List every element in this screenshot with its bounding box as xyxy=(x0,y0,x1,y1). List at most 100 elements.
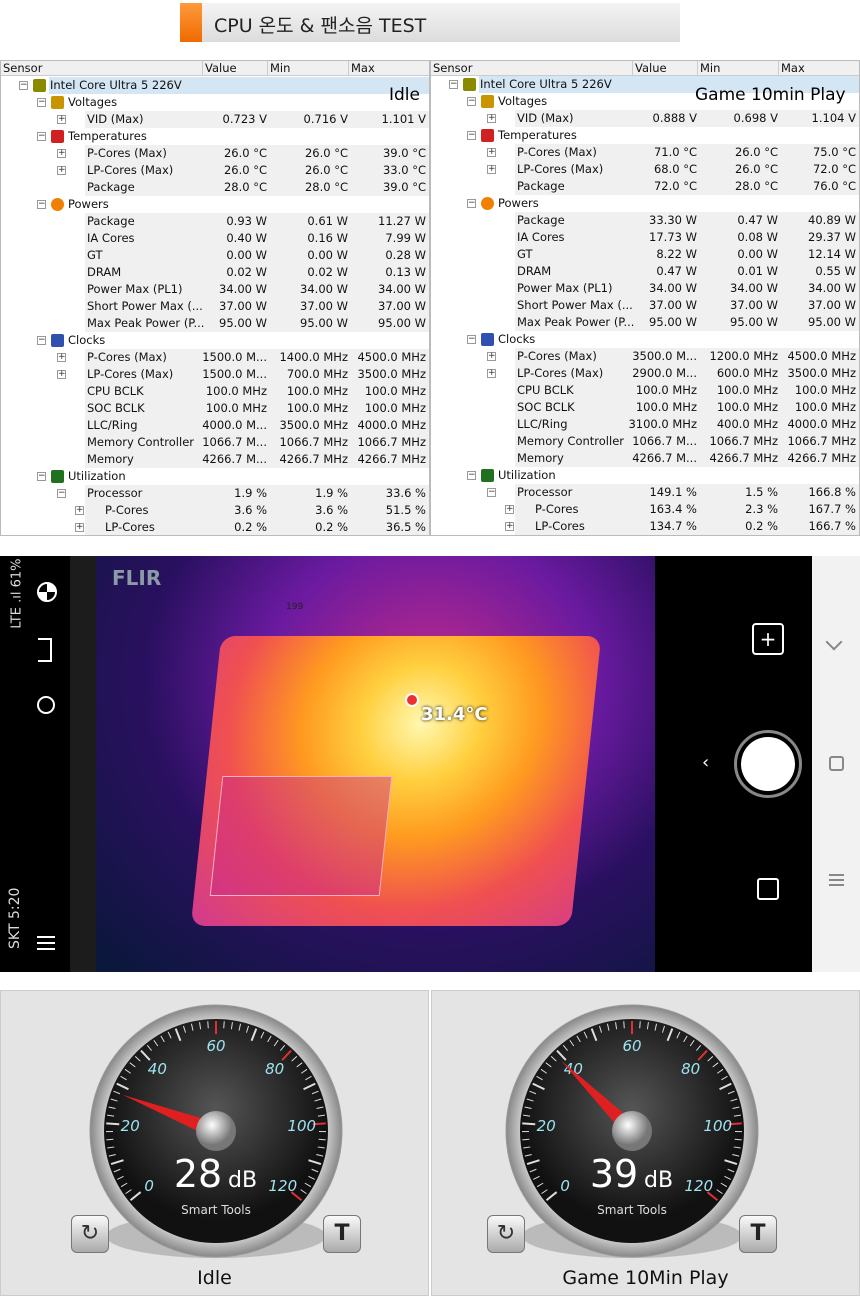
spot-meter-icon[interactable] xyxy=(37,696,55,714)
sensor-row[interactable]: + VID (Max) 0.888 V 0.698 V 1.104 V xyxy=(431,110,859,127)
column-header-max[interactable]: Max xyxy=(349,61,429,76)
shutter-button[interactable] xyxy=(734,730,802,798)
menu-icon[interactable] xyxy=(37,936,55,950)
sensor-row[interactable]: + P-Cores 3.6 % 3.6 % 51.5 % xyxy=(1,502,429,519)
expand-toggle[interactable]: + xyxy=(75,522,84,532)
expand-toggle[interactable]: − xyxy=(37,335,46,345)
sensor-row[interactable]: SOC BCLK 100.0 MHz 100.0 MHz 100.0 MHz xyxy=(1,400,429,417)
ruler-icon[interactable] xyxy=(38,638,52,662)
sensor-row[interactable]: Package 28.0 °C 28.0 °C 39.0 °C xyxy=(1,179,429,196)
column-header-sensor[interactable]: Sensor xyxy=(1,61,203,76)
sensor-row[interactable]: DRAM 0.47 W 0.01 W 0.55 W xyxy=(431,263,859,280)
column-header-min[interactable]: Min xyxy=(698,61,779,76)
expand-toggle[interactable]: − xyxy=(467,334,476,344)
sensor-row[interactable]: + P-Cores (Max) 26.0 °C 26.0 °C 39.0 °C xyxy=(1,145,429,162)
sensor-row[interactable]: Short Power Max (... 37.00 W 37.00 W 37.00 … xyxy=(1,298,429,315)
expand-toggle[interactable]: − xyxy=(37,97,46,107)
sensor-group[interactable]: − Temperatures xyxy=(431,127,859,144)
sensor-group[interactable]: − Utilization xyxy=(431,467,859,484)
sensor-row[interactable]: Max Peak Power (P... 95.00 W 95.00 W 95.00 … xyxy=(431,314,859,331)
recents-icon[interactable] xyxy=(829,874,844,886)
sensor-row[interactable]: CPU BCLK 100.0 MHz 100.0 MHz 100.0 MHz xyxy=(431,382,859,399)
sensor-row[interactable]: + LP-Cores (Max) 2900.0 M... 600.0 MHz 3500.… xyxy=(431,365,859,382)
expand-toggle[interactable]: − xyxy=(467,96,476,106)
sensor-row[interactable]: DRAM 0.02 W 0.02 W 0.13 W xyxy=(1,264,429,281)
expand-toggle[interactable]: + xyxy=(505,504,514,514)
sensor-row[interactable]: − Processor 149.1 % 1.5 % 166.8 % xyxy=(431,484,859,501)
sensor-row[interactable]: GT 0.00 W 0.00 W 0.28 W xyxy=(1,247,429,264)
expand-toggle[interactable]: + xyxy=(487,164,496,174)
sensor-row[interactable]: + LP-Cores (Max) 68.0 °C 26.0 °C 72.0 °C xyxy=(431,161,859,178)
add-icon[interactable]: + xyxy=(752,623,784,655)
expand-toggle[interactable]: − xyxy=(57,488,66,498)
sensor-row[interactable]: Memory Controller 1066.7 M... 1066.7 MHz 10… xyxy=(431,433,859,450)
sensor-row[interactable]: + LP-Cores 134.7 % 0.2 % 166.7 % xyxy=(431,518,859,535)
sensor-group[interactable]: − Temperatures xyxy=(1,128,429,145)
sensor-row[interactable]: LLC/Ring 4000.0 M... 3500.0 MHz 4000.0 MHz xyxy=(1,417,429,434)
sensor-row[interactable]: + LP-Cores 0.2 % 0.2 % 36.5 % xyxy=(1,519,429,535)
expand-toggle[interactable]: − xyxy=(467,130,476,140)
expand-toggle[interactable]: + xyxy=(487,351,496,361)
expand-toggle[interactable]: + xyxy=(57,114,66,124)
chevron-left-icon[interactable]: ‹ xyxy=(702,752,710,773)
expand-toggle[interactable]: − xyxy=(37,131,46,141)
expand-toggle[interactable]: + xyxy=(487,368,496,378)
sensor-row[interactable]: + VID (Max) 0.723 V 0.716 V 1.101 V xyxy=(1,111,429,128)
column-header-value[interactable]: Value xyxy=(203,61,268,76)
gallery-icon[interactable] xyxy=(757,878,779,900)
sensor-group[interactable]: − Voltages xyxy=(431,93,859,110)
expand-toggle[interactable]: − xyxy=(467,470,476,480)
expand-toggle[interactable]: − xyxy=(467,198,476,208)
sensor-row[interactable]: IA Cores 0.40 W 0.16 W 7.99 W xyxy=(1,230,429,247)
expand-toggle[interactable]: + xyxy=(505,521,514,531)
sensor-row[interactable]: Memory 4266.7 M... 4266.7 MHz 4266.7 MHz xyxy=(431,450,859,467)
expand-toggle[interactable]: − xyxy=(487,487,496,497)
sensor-row[interactable]: SOC BCLK 100.0 MHz 100.0 MHz 100.0 MHz xyxy=(431,399,859,416)
sensor-row[interactable]: Package 0.93 W 0.61 W 11.27 W xyxy=(1,213,429,230)
sensor-row[interactable]: Short Power Max (... 37.00 W 37.00 W 37.00 … xyxy=(431,297,859,314)
expand-toggle[interactable]: + xyxy=(57,148,66,158)
sensor-group[interactable]: − Powers xyxy=(431,195,859,212)
sensor-row[interactable]: − Processor 1.9 % 1.9 % 33.6 % xyxy=(1,485,429,502)
expand-toggle[interactable]: + xyxy=(487,147,496,157)
sensor-group[interactable]: − Powers xyxy=(1,196,429,213)
reset-button[interactable]: ↻ xyxy=(71,1215,109,1253)
back-icon[interactable] xyxy=(825,633,843,651)
column-header-value[interactable]: Value xyxy=(633,61,698,76)
expand-toggle[interactable]: + xyxy=(57,165,66,175)
expand-toggle[interactable]: + xyxy=(57,352,66,362)
text-button[interactable]: T xyxy=(739,1215,777,1253)
sensor-row[interactable]: + P-Cores (Max) 71.0 °C 26.0 °C 75.0 °C xyxy=(431,144,859,161)
expand-toggle[interactable]: + xyxy=(57,369,66,379)
sensor-row[interactable]: + P-Cores 163.4 % 2.3 % 167.7 % xyxy=(431,501,859,518)
expand-toggle[interactable]: − xyxy=(37,199,46,209)
sensor-row[interactable]: + P-Cores (Max) 1500.0 M... 1400.0 MHz 4500.… xyxy=(1,349,429,366)
sensor-row[interactable]: IA Cores 17.73 W 0.08 W 29.37 W xyxy=(431,229,859,246)
reset-button[interactable]: ↻ xyxy=(487,1215,525,1253)
palette-icon[interactable] xyxy=(37,582,57,602)
sensor-group[interactable]: − Clocks xyxy=(431,331,859,348)
sensor-row[interactable]: LLC/Ring 3100.0 MHz 400.0 MHz 4000.0 MHz xyxy=(431,416,859,433)
sensor-group[interactable]: − Clocks xyxy=(1,332,429,349)
sensor-row[interactable]: + P-Cores (Max) 3500.0 M... 1200.0 MHz 4500.… xyxy=(431,348,859,365)
sensor-group[interactable]: − Intel Core Ultra 5 226V xyxy=(1,77,429,94)
sensor-group[interactable]: − Utilization xyxy=(1,468,429,485)
column-header-max[interactable]: Max xyxy=(779,61,859,76)
sensor-row[interactable]: Package 33.30 W 0.47 W 40.89 W xyxy=(431,212,859,229)
expand-toggle[interactable]: − xyxy=(19,80,28,90)
sensor-row[interactable]: Power Max (PL1) 34.00 W 34.00 W 34.00 W xyxy=(1,281,429,298)
home-icon[interactable] xyxy=(829,756,844,771)
sensor-row[interactable]: + LP-Cores (Max) 1500.0 M... 700.0 MHz 3500.… xyxy=(1,366,429,383)
sensor-row[interactable]: CPU BCLK 100.0 MHz 100.0 MHz 100.0 MHz xyxy=(1,383,429,400)
sensor-row[interactable]: GT 8.22 W 0.00 W 12.14 W xyxy=(431,246,859,263)
text-button[interactable]: T xyxy=(323,1215,361,1253)
sensor-group[interactable]: − Voltages xyxy=(1,94,429,111)
column-header-sensor[interactable]: Sensor xyxy=(431,61,633,76)
expand-toggle[interactable]: + xyxy=(487,113,496,123)
sensor-row[interactable]: + LP-Cores (Max) 26.0 °C 26.0 °C 33.0 °C xyxy=(1,162,429,179)
sensor-row[interactable]: Memory Controller 1066.7 M... 1066.7 MHz 10… xyxy=(1,434,429,451)
expand-toggle[interactable]: − xyxy=(449,79,458,89)
sensor-row[interactable]: Memory 4266.7 M... 4266.7 MHz 4266.7 MHz xyxy=(1,451,429,468)
column-header-min[interactable]: Min xyxy=(268,61,349,76)
sensor-row[interactable]: Max Peak Power (P... 95.00 W 95.00 W 95.00 … xyxy=(1,315,429,332)
